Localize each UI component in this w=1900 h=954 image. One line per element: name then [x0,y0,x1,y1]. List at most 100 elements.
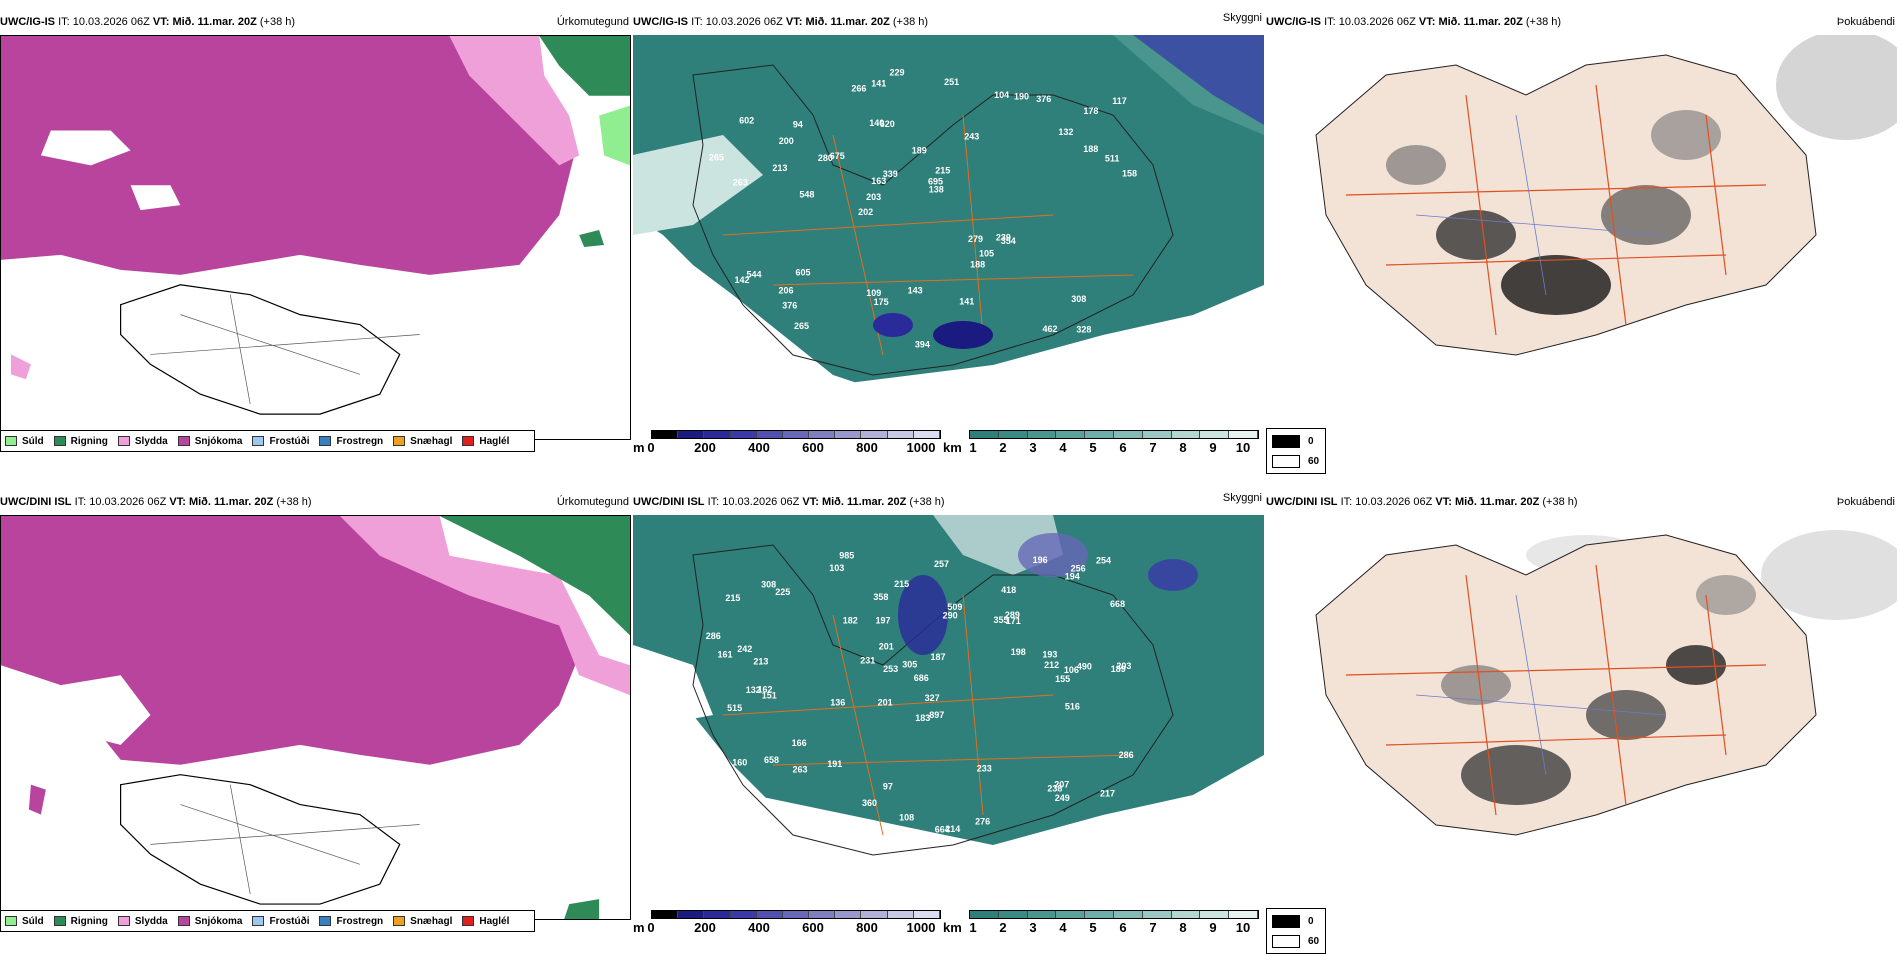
legend-swatch [5,916,17,926]
ceiling-colorbar: m 0 200 400 600 800 1000 [633,910,943,940]
it-label: IT: [58,16,70,28]
legend-label: Haglél [479,915,510,927]
legend-item: Slydda [117,436,168,447]
field-name: Þokuábendi [1836,16,1895,28]
cloud-base-label: 675 [830,151,845,161]
cloud-base-label: 229 [890,68,905,78]
colorbar-tick-label: 1000 [906,440,936,455]
colorbar-tick-label: 2 [999,920,1007,935]
model-name: UWC/IG-IS [633,16,688,28]
colorbar-segment [678,431,705,438]
cloud-base-label: 175 [874,297,889,307]
it-value: 10.03.2026 06Z [1338,16,1416,28]
cloud-base-label: 183 [915,713,930,723]
colorbar-tick-label: 2 [999,440,1007,455]
vt-label: VT: [169,496,186,508]
panel-fog-dini: UWC/DINI ISL IT: 10.03.2026 06Z VT: Mið.… [1266,495,1897,954]
cloud-base-label: 280 [818,153,833,163]
cloud-base-label: 249 [1055,793,1070,803]
legend-swatch [117,916,130,926]
cloud-base-label: 160 [732,758,747,768]
colorbar-tick-label: 800 [856,440,878,455]
cloud-base-label: 602 [739,116,754,126]
cloud-base-label: 91 [744,799,754,809]
vt-value: Mið. 11.mar. 20Z [188,496,274,508]
it-label: IT: [691,16,703,28]
cloud-base-label: 257 [934,559,949,569]
legend-label: Haglél [479,435,510,447]
model-name: UWC/DINI ISL [0,496,72,508]
legend-swatch [5,436,17,446]
cloud-base-label: 290 [943,610,958,620]
cloud-base-label: 897 [929,710,944,720]
colorbar-segment [1056,911,1086,918]
lead-time: (+38 h) [259,16,296,28]
precip-type-legend: Súld Rigning Slydda Snjókoma Frostúði Fr… [0,430,535,452]
colorbar-segment [756,911,783,918]
cloud-base-label: 136 [830,697,845,707]
cloud-base-label: 418 [1001,585,1016,595]
panel-precip-type-dini: UWC/DINI ISL IT: 10.03.2026 06Z VT: Mið.… [0,495,631,945]
colorbar-segment [913,911,940,918]
legend-item: Rigning [53,915,108,927]
colorbar-segment [1229,431,1258,438]
legend-swatch [252,916,265,926]
colorbar-tick-label: 600 [802,920,824,935]
cloud-base-label: 213 [753,656,768,666]
cloud-base-label: 360 [862,798,877,808]
cloud-base-label: 215 [894,579,909,589]
colorbar-tick-label: 200 [694,440,716,455]
it-value: 10.03.2026 06Z [705,16,783,28]
colorbar-segment [730,911,757,918]
cloud-base-label: 108 [899,812,914,822]
cloud-base-labels: 328 263 178 202 243 334 140 189 544 675 492 376 620 2… [709,68,1137,354]
cloud-base-label: 620 [880,119,895,129]
colorbar-segment [1142,431,1172,438]
vt-label: VT: [785,16,803,28]
panel-visibility-igis: UWC/IG-IS IT: 10.03.2026 06Z VT: Mið. 11… [633,12,1264,465]
legend-label: Frostregn [336,915,384,927]
cloud-base-label: 225 [775,587,790,597]
cloud-base-label: 162 [758,685,773,695]
legend-swatch [462,436,475,446]
cloud-base-labels: 985 418 189 201 897 162 215 355 515 290 686 225 103 1… [706,551,1134,836]
cloud-base-label: 212 [1044,660,1059,670]
colorbar-unit: m [633,920,645,935]
vt-label: VT: [152,16,170,28]
cloud-base-label: 354 [1001,236,1016,246]
cloud-base-label: 203 [1116,661,1131,671]
colorbar-segment [887,431,914,438]
cloud-base-label: 239 [996,232,1011,242]
legend-label: 0 [1308,916,1314,927]
it-label: IT: [1340,496,1353,508]
cloud-base-label: 237 [716,339,731,349]
cloud-base-label: 985 [839,551,854,561]
model-name: UWC/IG-IS [0,16,55,28]
legend-label: Frostregn [336,435,384,447]
cloud-base-label: 394 [915,340,930,350]
cloud-base-label: 233 [977,763,992,773]
colorbar-tick-label: 400 [748,920,770,935]
cloud-base-label: 158 [1122,168,1137,178]
vt-label: VT: [1435,496,1452,508]
cloud-base-label: 515 [727,703,742,713]
colorbar-tick-label: 600 [802,440,824,455]
vt-value: Mið. 11.mar. 20Z [1438,16,1523,28]
legend-label: Rigning [70,915,108,927]
colorbar-tick-label: 7 [1149,920,1157,935]
ceiling-colorbar: m 0 200 400 600 800 1000 [633,430,943,460]
cloud-base-label: 276 [975,817,990,827]
cloud-base-label: 658 [764,755,779,765]
legend-item: Rigning [53,436,108,447]
cloud-base-label: 200 [779,136,794,146]
cloud-base-label: 686 [914,673,929,683]
legend-label: Súld [22,915,44,927]
legend-swatch [1272,455,1300,468]
cloud-base-label: 605 [796,268,811,278]
visibility-map: 985 418 189 201 897 162 215 355 515 290 686 225 103 1… [633,515,1264,920]
cloud-base-label: 339 [883,169,898,179]
colorbar-segment [1085,911,1114,918]
cloud-base-label: 138 [929,184,944,194]
cloud-base-label: 142 [735,275,750,285]
cloud-base-label: 201 [879,641,894,651]
